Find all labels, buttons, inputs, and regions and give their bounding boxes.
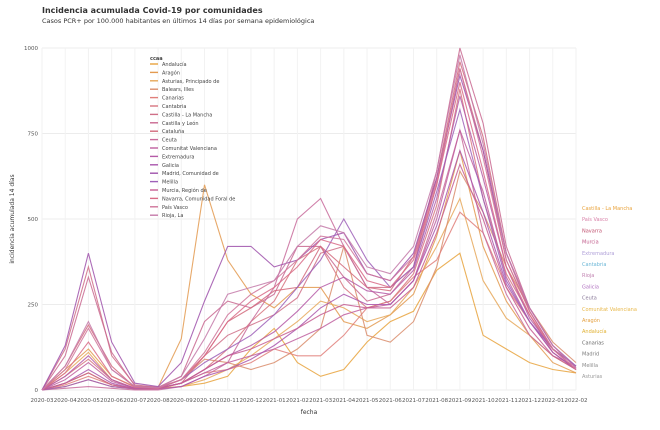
end-labels: Castilla - La Mancha País Vasco Navarra Mur… [582, 206, 637, 380]
legend-label: Cataluña [162, 129, 184, 135]
legend-label: Andalucía [162, 61, 187, 68]
series-line [41, 82, 577, 391]
x-tick-label: 2021-01 [263, 398, 286, 404]
legend-label: Ceuta [162, 138, 177, 144]
series-line [41, 148, 577, 391]
end-label: Extremadura [582, 251, 615, 257]
legend-label: Asturias, Principado de [162, 79, 219, 85]
legend-label: País Vasco [162, 204, 188, 211]
x-axis-ticks: 2020-03 2020-04 2020-05 2020-06 2020-07 2020-… [31, 398, 588, 404]
x-tick-label: 2021-04 [332, 398, 355, 404]
end-label: País Vasco [582, 216, 608, 223]
x-tick-label: 2020-10 [193, 398, 216, 404]
series-lines [41, 47, 577, 391]
series-line [41, 73, 577, 391]
x-tick-label: 2020-03 [31, 398, 54, 404]
series-line [41, 162, 577, 391]
legend-label: Comunitat Valenciana [162, 146, 217, 152]
x-tick-label: 2021-11 [495, 398, 518, 404]
end-label: Canarias [582, 340, 604, 346]
x-tick-label: 2020-12 [239, 398, 262, 404]
legend-label: Navarra, Comunidad Foral de [162, 196, 235, 202]
x-tick-label: 2022-02 [565, 398, 588, 404]
y-tick-label: 750 [28, 132, 39, 138]
series-line [41, 150, 577, 391]
chart-header: Incidencia acumulada Covid-19 por comuni… [42, 6, 314, 25]
x-tick-label: 2021-10 [472, 398, 495, 404]
legend-label: Balears, Illes [162, 87, 194, 93]
x-tick-label: 2020-11 [216, 398, 239, 404]
y-axis-label: incidencia acumulada 14 días [9, 174, 16, 263]
x-tick-label: 2020-08 [147, 398, 170, 404]
end-label: Rioja [582, 273, 594, 279]
legend-label: Aragón [162, 69, 180, 76]
x-tick-label: 2021-07 [402, 398, 425, 404]
y-tick-label: 1000 [24, 46, 38, 52]
end-label: Cantabria [582, 262, 606, 268]
series-line [41, 47, 577, 391]
x-tick-label: 2020-06 [100, 398, 123, 404]
x-axis-label: fecha [301, 409, 318, 416]
legend-label: Canarias [162, 96, 184, 102]
end-label: Murcia [582, 240, 599, 246]
x-tick-label: 2022-01 [541, 398, 564, 404]
x-tick-label: 2020-07 [123, 398, 146, 404]
end-label: Navarra [582, 228, 602, 234]
x-tick-label: 2021-08 [425, 398, 448, 404]
x-tick-label: 2021-02 [286, 398, 309, 404]
legend-title: ccaa [150, 56, 163, 62]
x-tick-label: 2020-09 [170, 398, 193, 404]
legend-label: Castilla - La Mancha [162, 112, 212, 118]
end-label: Galicia [582, 284, 599, 290]
series-line [41, 128, 577, 391]
end-label: Madrid [582, 352, 599, 358]
end-label: Asturias [582, 374, 603, 380]
legend-label: Galicia [162, 163, 179, 169]
legend-label: Madrid, Comunidad de [162, 171, 219, 177]
chart-subtitle: Casos PCR+ por 100.000 habitantes en últ… [42, 17, 315, 25]
series-line [41, 129, 577, 391]
grid-lines [41, 47, 577, 391]
series-line [41, 54, 577, 391]
chart-title: Incidencia acumulada Covid-19 por comuni… [42, 6, 263, 15]
y-tick-label: 250 [28, 303, 39, 309]
legend-label: Murcia, Región de [162, 187, 207, 194]
y-axis-ticks: 0 250 500 750 1000 [24, 46, 39, 394]
legend-label: Rioja, La [162, 213, 183, 219]
x-tick-label: 2021-03 [309, 398, 332, 404]
legend-label: Castilla y León [162, 120, 199, 127]
end-label: Aragón [582, 317, 600, 324]
x-tick-label: 2021-05 [356, 398, 379, 404]
end-label: Comunitat Valenciana [582, 307, 637, 313]
end-label: Ceuta [582, 296, 597, 302]
y-tick-label: 0 [35, 388, 39, 394]
end-label: Andalucía [582, 328, 607, 335]
y-tick-label: 500 [28, 217, 39, 223]
series-line [41, 68, 577, 391]
series-line [41, 68, 577, 391]
legend-label: Extremadura [162, 154, 195, 160]
end-label: Melilla [582, 363, 598, 369]
end-label: Castilla - La Mancha [582, 206, 632, 212]
x-tick-label: 2020-05 [77, 398, 100, 404]
legend-label: Melilla [162, 180, 178, 186]
series-line [41, 95, 577, 391]
x-tick-label: 2021-12 [518, 398, 541, 404]
x-tick-label: 2020-04 [54, 398, 77, 404]
x-tick-label: 2021-06 [379, 398, 402, 404]
legend-label: Cantabria [162, 104, 186, 110]
x-tick-label: 2021-09 [448, 398, 471, 404]
